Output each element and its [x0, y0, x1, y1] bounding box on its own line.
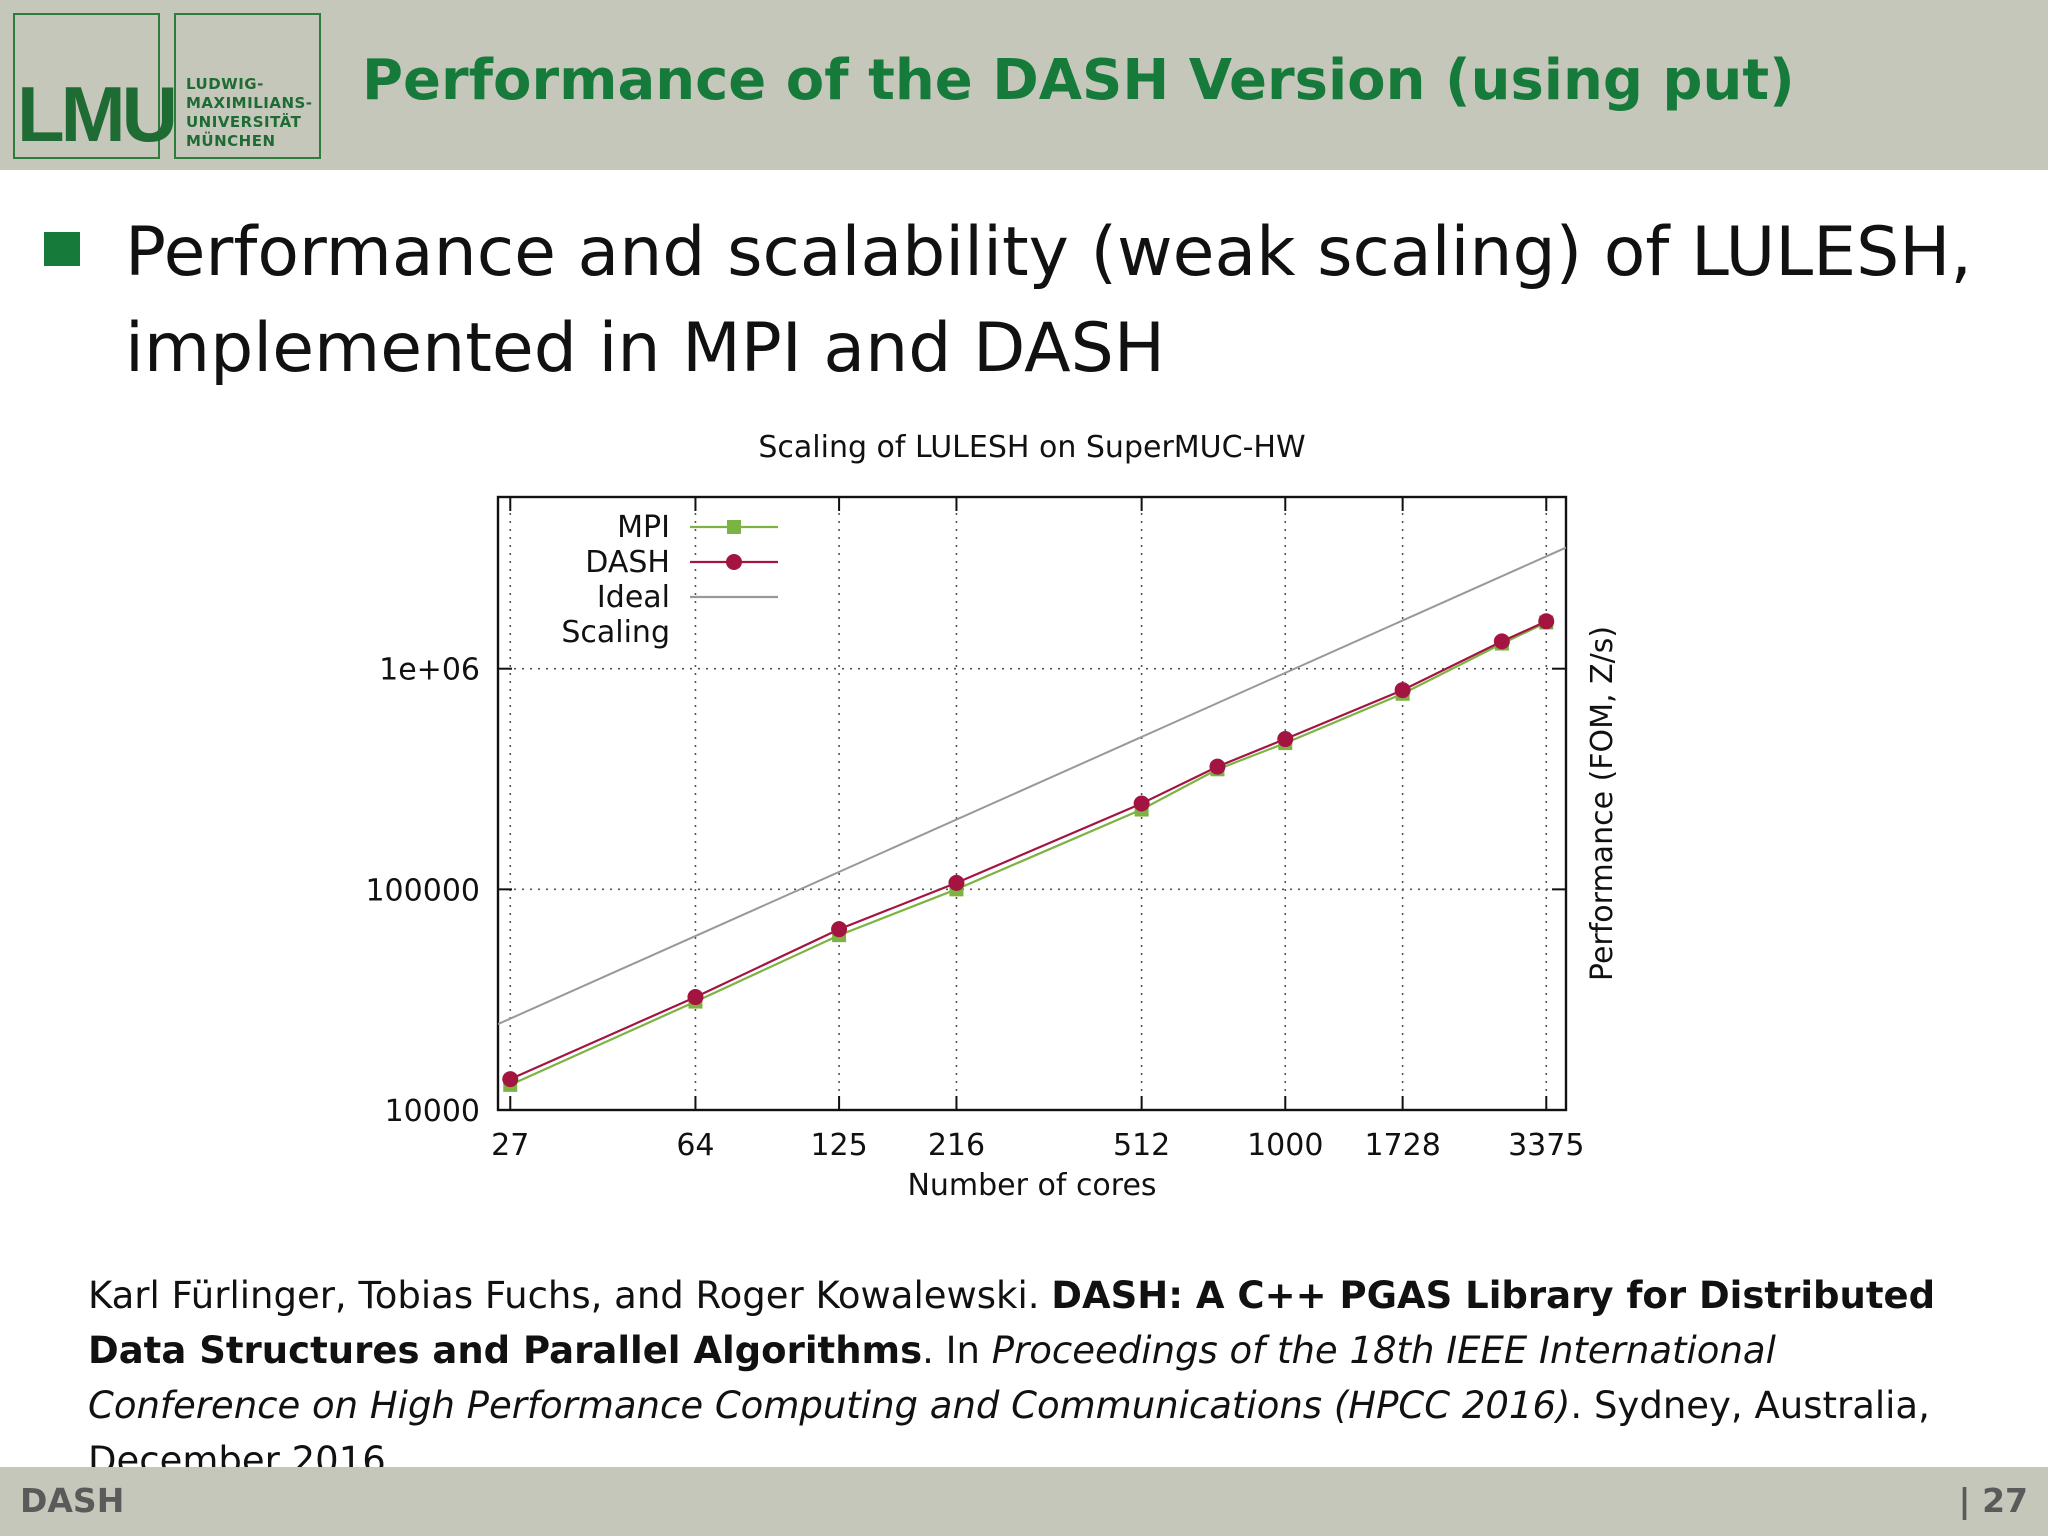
slide-header: LMU LUDWIG- MAXIMILIANS- UNIVERSITÄT MÜN… — [0, 0, 2048, 170]
dash-point — [1277, 731, 1294, 748]
x-tick-label: 216 — [928, 1128, 985, 1163]
page-number: | 27 — [1958, 1481, 2028, 1520]
citation-paper-title: DASH: A C++ PGAS Library for Distributed… — [88, 1274, 1936, 1372]
mpi-point — [1134, 802, 1149, 817]
mpi-point — [1210, 762, 1225, 777]
citation-in: . In — [922, 1329, 992, 1372]
dash-point — [1493, 633, 1510, 650]
dash-point — [1394, 682, 1411, 699]
slide-footer: DASH | 27 — [0, 1467, 2048, 1536]
mpi-point — [1539, 615, 1554, 630]
dash-point — [831, 921, 848, 938]
legend-label: Ideal — [597, 580, 670, 615]
citation-venue: Proceedings of the 18th IEEE Internation… — [88, 1329, 1776, 1427]
logo-line: MAXIMILIANS- — [186, 94, 313, 112]
lmu-logo: LMU — [13, 13, 178, 159]
citation-authors: Karl Fürlinger, Tobias Fuchs, and Roger … — [88, 1274, 1052, 1317]
dash-point — [502, 1071, 519, 1088]
ideal-scaling-line — [498, 546, 1566, 1026]
mpi-point — [949, 882, 964, 897]
x-tick-label: 1728 — [1364, 1128, 1440, 1163]
dash-point — [1133, 795, 1150, 812]
dash-line — [509, 620, 1547, 1081]
mpi-point — [1395, 686, 1410, 701]
mpi-point — [503, 1077, 518, 1092]
y-tick-label: 100000 — [365, 873, 480, 908]
y-tick-label: 10000 — [385, 1094, 480, 1129]
citation: Karl Fürlinger, Tobias Fuchs, and Roger … — [88, 1268, 1988, 1488]
mpi-line — [509, 621, 1547, 1086]
x-tick-label: 27 — [491, 1128, 529, 1163]
dash-point — [687, 989, 704, 1006]
logo-line: LUDWIG- — [186, 75, 264, 93]
x-tick-label: 3375 — [1508, 1128, 1584, 1163]
legend-marker — [727, 520, 741, 534]
dash-point — [948, 874, 965, 891]
bullet-text: Performance and scalability (weak scalin… — [125, 213, 1972, 388]
slide-title: Performance of the DASH Version (using p… — [362, 48, 1795, 113]
x-tick-label: 1000 — [1247, 1128, 1323, 1163]
logo-line: UNIVERSITÄT — [186, 113, 302, 131]
mpi-point — [1278, 736, 1293, 751]
footer-topic: DASH — [20, 1481, 125, 1520]
university-name-logo: LUDWIG- MAXIMILIANS- UNIVERSITÄT MÜNCHEN — [174, 13, 321, 159]
legend-label: MPI — [617, 510, 670, 545]
dash-point — [1538, 613, 1555, 630]
x-axis-label: Number of cores — [907, 1168, 1156, 1203]
lmu-logo-mark: LMU — [17, 70, 178, 158]
mpi-point — [688, 994, 703, 1009]
y-tick-label: 1e+06 — [379, 653, 480, 688]
legend-marker — [726, 554, 742, 570]
dash-point — [1209, 758, 1226, 775]
logo-line: MÜNCHEN — [186, 132, 276, 150]
x-tick-label: 512 — [1113, 1128, 1170, 1163]
mpi-point — [1494, 636, 1509, 651]
y-axis-label: Performance (FOM, Z/s) — [1585, 626, 1620, 981]
x-tick-label: 64 — [676, 1128, 714, 1163]
plot-frame — [496, 495, 1568, 1112]
x-tick-label: 125 — [810, 1128, 867, 1163]
legend-label: DASH — [585, 545, 670, 580]
legend-label: Scaling — [561, 615, 670, 650]
chart-title: Scaling of LULESH on SuperMUC-HW — [758, 430, 1305, 465]
bullet-square-icon — [44, 232, 80, 266]
mpi-point — [832, 928, 847, 943]
